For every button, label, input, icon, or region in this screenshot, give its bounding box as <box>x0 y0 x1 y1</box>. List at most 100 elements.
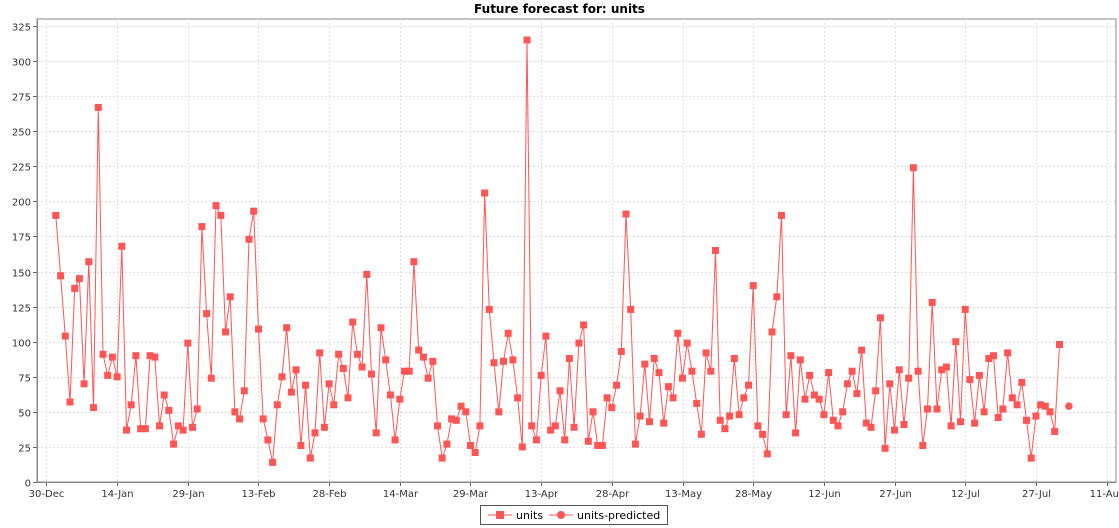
data-point-units <box>613 381 621 389</box>
data-point-units <box>697 430 705 438</box>
data-point-units <box>66 398 74 406</box>
data-point-units <box>193 405 201 413</box>
data-point-units <box>754 422 762 430</box>
data-point-units <box>457 402 465 410</box>
x-tick-label: 12-Jul <box>951 489 980 500</box>
legend-label-units: units <box>516 508 544 522</box>
data-point-units <box>957 418 964 426</box>
data-point-units <box>787 352 795 360</box>
data-point-units <box>160 391 168 399</box>
data-point-units <box>179 426 187 434</box>
data-point-units <box>707 367 715 375</box>
legend-item-units-predicted: units-predicted <box>549 509 660 522</box>
data-point-units <box>165 406 173 414</box>
data-point-units <box>664 383 672 391</box>
data-point-units <box>556 387 564 395</box>
data-point-units <box>627 305 635 313</box>
data-point-units <box>377 324 385 332</box>
data-point-units <box>773 293 781 301</box>
data-point-units <box>217 211 225 219</box>
data-point-units <box>990 352 997 360</box>
data-point-units <box>674 329 682 337</box>
data-point-units <box>825 369 833 377</box>
data-point-units <box>528 422 536 430</box>
x-tick-label: 28-May <box>735 489 772 500</box>
data-point-units <box>127 401 135 409</box>
x-tick-label: 27-Jul <box>1022 489 1051 500</box>
x-tick-label: 14-Jan <box>101 489 133 500</box>
data-point-units <box>646 418 653 426</box>
data-point-units <box>994 414 1002 421</box>
plot-area <box>36 18 1117 483</box>
data-point-units <box>302 381 310 389</box>
data-point-units <box>504 329 512 337</box>
data-point-units <box>462 408 470 416</box>
data-point-units <box>123 426 130 434</box>
data-point-units <box>231 408 239 416</box>
data-point-units <box>174 422 182 430</box>
y-tick-label: 300 <box>12 58 31 69</box>
data-point-units <box>132 352 140 360</box>
data-point-units <box>1056 341 1063 348</box>
data-point-units <box>980 408 988 416</box>
data-point-units <box>207 374 215 382</box>
data-point-units <box>782 411 790 419</box>
data-point-units <box>999 405 1007 413</box>
data-point-units <box>396 395 404 403</box>
data-point-units <box>712 247 719 254</box>
data-point-units <box>71 284 79 292</box>
data-point-units <box>660 419 668 427</box>
data-point-units <box>947 422 955 430</box>
data-point-units <box>683 339 691 347</box>
data-point-units <box>236 415 244 423</box>
data-point-units <box>679 374 686 382</box>
series-line-units <box>55 39 1060 463</box>
data-point-units <box>146 352 154 360</box>
data-point-units <box>1027 454 1035 462</box>
data-point-units <box>735 411 743 419</box>
data-point-units <box>141 425 149 433</box>
x-tick-label: 12-Jun <box>808 489 841 500</box>
data-point-units <box>542 332 550 340</box>
data-point-units <box>419 353 427 361</box>
data-point-units <box>872 387 880 395</box>
data-point-units <box>476 422 484 430</box>
data-point-units <box>386 391 394 399</box>
data-point-units <box>410 258 418 266</box>
data-point-units <box>532 436 540 444</box>
data-point-units <box>518 443 526 451</box>
legend-square-marker-icon <box>488 511 512 519</box>
data-point-units <box>942 363 950 371</box>
data-point-units <box>966 376 974 384</box>
data-point-units <box>104 371 112 379</box>
data-point-units <box>245 235 253 243</box>
data-point-units <box>693 399 701 407</box>
data-point-units <box>349 318 357 326</box>
data-point-units <box>471 449 479 456</box>
data-point-units <box>975 371 983 379</box>
x-tick-label: 28-Apr <box>596 489 630 500</box>
y-tick-label: 200 <box>12 198 31 209</box>
y-tick-label: 25 <box>18 444 31 455</box>
data-point-units <box>52 211 60 219</box>
data-point-units <box>264 436 272 444</box>
data-point-units <box>259 415 267 423</box>
data-point-units <box>834 422 842 430</box>
data-point-units <box>226 293 234 301</box>
data-point-units <box>801 395 809 403</box>
data-point-units <box>325 380 333 388</box>
data-point-units <box>537 371 545 379</box>
data-point-units <box>928 298 936 306</box>
data-point-units <box>622 210 630 218</box>
data-point-units <box>796 356 804 364</box>
data-point-units <box>273 401 281 409</box>
data-point-units <box>57 272 65 280</box>
data-point-units <box>75 275 83 283</box>
data-point-units <box>551 422 559 430</box>
data-point-units <box>495 408 503 416</box>
data-point-units <box>726 412 734 420</box>
data-point-units <box>353 350 361 358</box>
data-point-units <box>584 437 592 445</box>
legend: units units-predicted <box>480 505 669 525</box>
y-tick-label: 50 <box>18 409 31 420</box>
